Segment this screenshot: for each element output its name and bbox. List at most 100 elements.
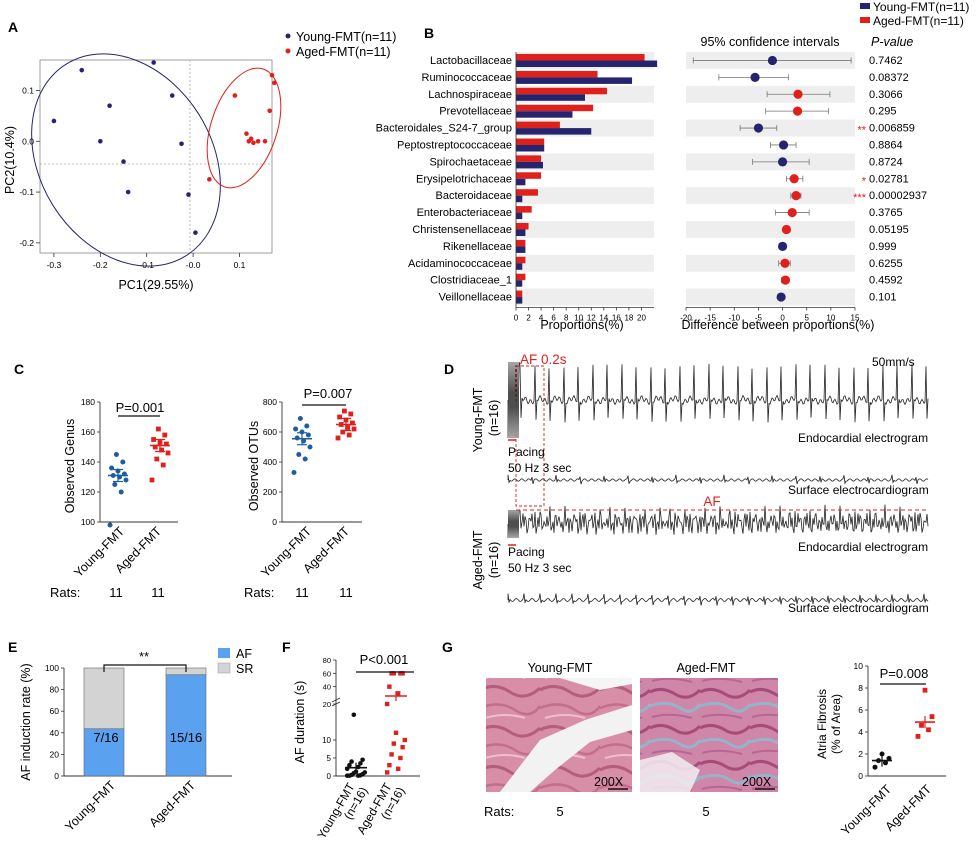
b-pvalue: 0.4592 xyxy=(869,275,903,287)
b-diff-point xyxy=(791,191,801,201)
aged-point xyxy=(207,177,212,182)
aged-point xyxy=(262,138,268,144)
aged-ellipse xyxy=(206,67,282,189)
otu-ylabel: Observed OTUs xyxy=(247,421,261,511)
e-legend-af-swatch xyxy=(218,648,230,658)
c-point xyxy=(123,477,129,483)
c-point xyxy=(291,470,297,475)
c-ytick-label: 400 xyxy=(263,457,277,467)
g-ytick-label: 6 xyxy=(858,705,863,715)
b-family-label: Erysipelotrichaceae xyxy=(416,173,512,185)
f-ytick-label: 60 xyxy=(323,669,331,678)
panel-c: 180 160 140 120 100 800 600 400 200 0 Observed G… xyxy=(50,386,362,600)
b-band-right xyxy=(686,254,855,272)
d-aged-label: Aged-FMT xyxy=(471,530,485,589)
young-pacing-rate: 50 Hz 3 sec xyxy=(508,461,571,475)
g-point xyxy=(872,764,878,770)
g-point xyxy=(922,687,928,693)
c-point xyxy=(345,425,350,430)
young-endo-label: Endocardial electrogram xyxy=(798,431,928,445)
e-ytick-label: 20 xyxy=(50,749,60,759)
pca-xtick-label: -0.2 xyxy=(93,260,108,270)
b-right-tick-label: -20 xyxy=(680,314,692,323)
b-bar-aged xyxy=(516,256,526,264)
young-point xyxy=(151,60,156,65)
b-left-tick-label: 12 xyxy=(587,314,596,323)
b-pvalue: 0.8724 xyxy=(869,156,903,168)
e-ytick-label: 0 xyxy=(54,771,59,781)
aged-pacing-rate: 50 Hz 3 sec xyxy=(508,561,571,575)
c-rats-2: 11 xyxy=(151,585,165,600)
b-diff-point xyxy=(781,224,792,235)
b-bar-aged xyxy=(516,104,594,112)
e-group-aged: Aged-FMT xyxy=(146,778,198,830)
g-ytick-label: 10 xyxy=(854,661,864,671)
f-pvalue: P<0.001 xyxy=(360,652,409,667)
b-bar-young xyxy=(516,263,523,270)
b-band-right xyxy=(686,221,855,238)
b-pvalue: 0.02781 xyxy=(869,173,909,185)
b-bar-young xyxy=(516,111,573,118)
legend-aged-marker xyxy=(285,48,291,54)
c-point xyxy=(351,426,357,432)
young-ellipse xyxy=(31,53,221,267)
c-ytick-label: 800 xyxy=(263,397,277,407)
b-right-tick-label: 10 xyxy=(826,314,835,323)
c-ytick-label: 0 xyxy=(272,517,277,527)
b-diff-point xyxy=(787,207,797,218)
genus-ylabel: Observed Genus xyxy=(63,419,77,514)
b-pvalue: 0.8864 xyxy=(869,140,903,152)
b-bar-young xyxy=(516,246,526,253)
f-point xyxy=(349,759,354,764)
b-bar-young xyxy=(516,60,658,67)
f-point xyxy=(400,671,405,676)
pca-xlabel: PC1(29.55%) xyxy=(118,278,193,292)
af-duration-chart: 80 60 40 20 10 5 0 xyxy=(322,656,420,781)
b-pvalue: 0.3765 xyxy=(869,207,903,219)
g-ytick-label: 0 xyxy=(858,771,863,781)
b-axes: 0 2 4 6 8 10 12 14 16 18 20 -20 -15 -10 -5 0 5 10 15 xyxy=(514,52,860,323)
c-rats-label-1: Rats: xyxy=(50,585,80,600)
f-point xyxy=(351,712,357,718)
aged-pacing-label: Pacing xyxy=(508,545,545,559)
e-significance-bracket xyxy=(103,664,187,672)
young-surface-trace xyxy=(507,474,929,485)
b-bar-young xyxy=(516,229,526,236)
f-point xyxy=(402,737,407,743)
f-ytick-label: 5 xyxy=(327,754,332,763)
b-significance-star: *** xyxy=(853,192,867,204)
d-young-label: Young-FMT xyxy=(471,387,485,452)
e-legend-sr-swatch xyxy=(217,662,231,674)
b-bar-aged xyxy=(516,155,542,162)
b-pvalue: 0.08372 xyxy=(869,72,909,84)
c-point xyxy=(337,414,342,420)
f-point xyxy=(385,770,390,775)
c-point xyxy=(304,423,310,429)
aged-endocardial-trace xyxy=(507,504,929,539)
b-diff-point xyxy=(780,258,790,268)
b-bar-aged xyxy=(516,54,645,61)
b-right-tick-label: 5 xyxy=(804,314,809,323)
b-left-tick-label: 18 xyxy=(624,314,633,323)
b-diff-point xyxy=(776,292,786,302)
b-bar-aged xyxy=(516,70,598,78)
c-point xyxy=(302,456,308,462)
panel-letter-c: C xyxy=(14,361,24,377)
b-bar-aged xyxy=(516,138,545,145)
b-bar-young xyxy=(516,77,633,84)
c-point xyxy=(156,426,161,432)
c-point xyxy=(305,432,311,438)
b-diff-point xyxy=(753,123,764,133)
otu-plot: 800 600 400 200 0 xyxy=(263,397,362,527)
e-bar-sr xyxy=(83,667,125,730)
b-family-label: Acidaminococcaceae xyxy=(408,258,512,270)
g-title-aged: Aged-FMT xyxy=(676,661,735,675)
aged-point xyxy=(232,93,238,98)
b-family-label: Bacteroidaceae xyxy=(436,190,512,202)
b-diff-point xyxy=(792,106,803,116)
c-point xyxy=(151,437,156,442)
f-point xyxy=(396,691,401,696)
b-diff-point xyxy=(750,72,760,82)
histology-young-magnification: 200X xyxy=(594,775,624,789)
